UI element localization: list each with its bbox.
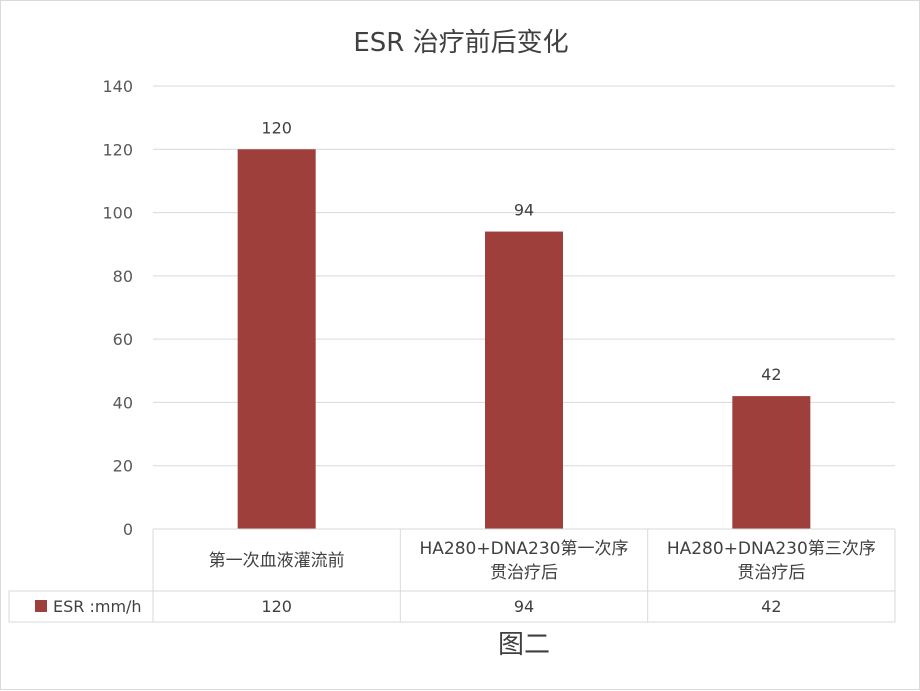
- y-tick-label: 60: [113, 330, 133, 349]
- y-tick-label: 20: [113, 457, 133, 476]
- y-tick-label: 0: [123, 520, 133, 539]
- table-value-cell: 94: [514, 597, 534, 616]
- category-label: 第一次血液灌流前: [209, 551, 345, 571]
- category-label: 贯治疗后: [490, 563, 558, 583]
- y-tick-label: 120: [102, 140, 133, 159]
- bar: [485, 231, 563, 530]
- table-value-cell: 42: [761, 597, 781, 616]
- series-name-label: ESR :mm/h: [53, 597, 142, 616]
- y-tick-label: 140: [102, 77, 133, 96]
- figure-caption: 图二: [498, 630, 550, 660]
- y-axis-ticks: 0 20 40 60 80 100 120 140: [102, 77, 133, 539]
- bars: [237, 149, 811, 530]
- bar: [237, 149, 316, 530]
- y-tick-label: 100: [102, 204, 133, 223]
- category-label: HA280+DNA230第三次序: [667, 539, 876, 559]
- category-label: 贯治疗后: [737, 563, 805, 583]
- y-tick-label: 80: [113, 267, 133, 286]
- data-labels: 120 94 42: [261, 118, 781, 384]
- data-label: 42: [761, 365, 781, 384]
- legend-swatch: [35, 600, 47, 612]
- bar: [732, 396, 811, 529]
- data-label: 120: [261, 118, 292, 137]
- data-label: 94: [514, 201, 534, 220]
- data-table: 第一次血液灌流前120HA280+DNA230第一次序贯治疗后94HA280+D…: [8, 528, 896, 623]
- category-label: HA280+DNA230第一次序: [420, 539, 629, 559]
- table-value-cell: 120: [261, 597, 292, 616]
- y-tick-label: 40: [113, 393, 133, 412]
- chart-title: ESR 治疗前后变化: [353, 28, 568, 58]
